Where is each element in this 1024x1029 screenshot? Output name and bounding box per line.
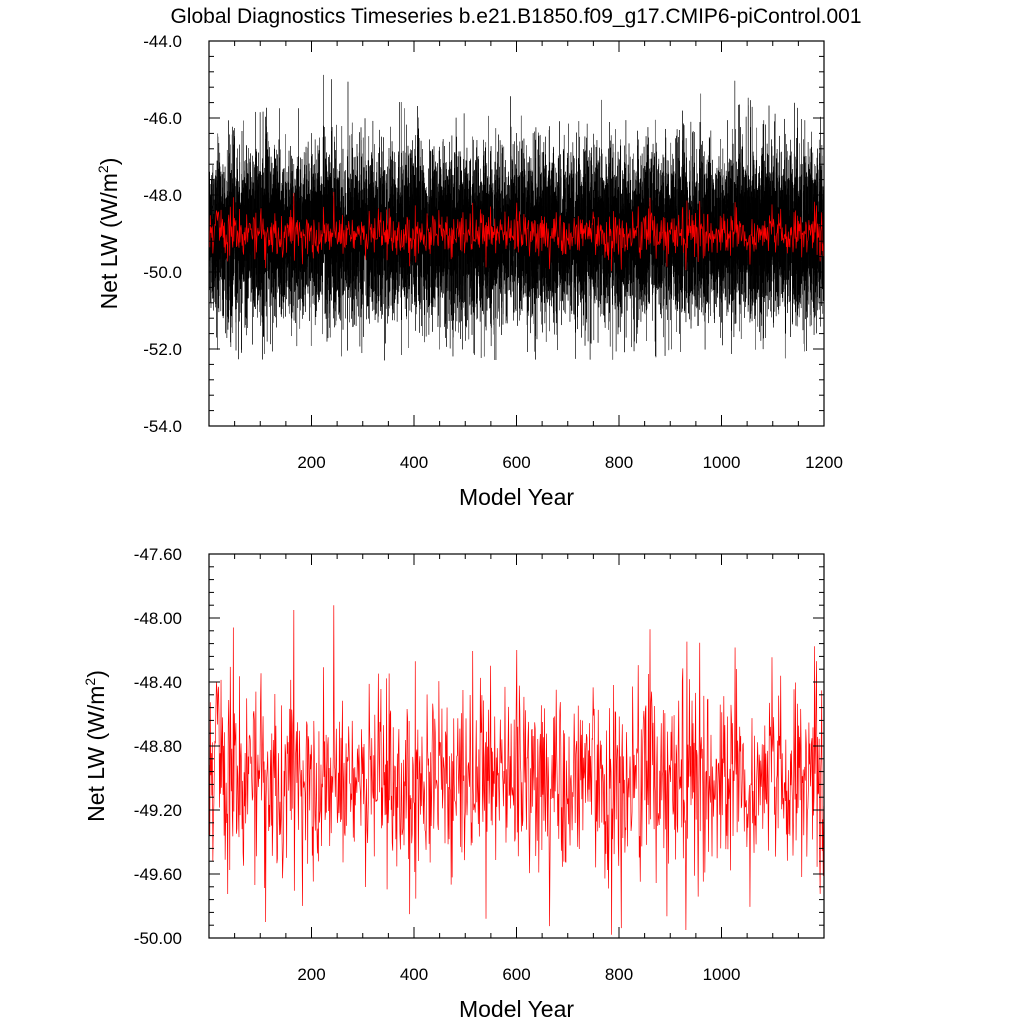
x-tick-label: 600: [502, 453, 530, 472]
y-tick-label: -50.00: [134, 929, 182, 948]
y-axis-label: Net LW (W/m2): [95, 158, 122, 310]
x-tick-label: 800: [605, 965, 633, 984]
x-tick-label: 1000: [703, 453, 741, 472]
y-tick-label: -46.0: [143, 109, 182, 128]
y-axis-label: Net LW (W/m2): [82, 670, 109, 822]
x-tick-label: 400: [400, 965, 428, 984]
x-tick-label: 200: [297, 965, 325, 984]
y-tick-label: -48.00: [134, 609, 182, 628]
x-tick-label: 600: [502, 965, 530, 984]
y-tick-label: -49.60: [134, 865, 182, 884]
series-line-monthly: [209, 74, 824, 361]
x-tick-label: 1200: [805, 453, 843, 472]
y-tick-label: -54.0: [143, 417, 182, 436]
y-tick-label: -49.20: [134, 801, 182, 820]
panel-top: 200 400 600 800 1000 1200 -54.0 -52.0 -50.0 -48.0…: [95, 32, 843, 510]
series-line-annual: [209, 191, 824, 272]
y-tick-label: -44.0: [143, 32, 182, 51]
y-tick-label: -50.0: [143, 263, 182, 282]
x-tick-label: 800: [605, 453, 633, 472]
x-tick-label: 1000: [703, 965, 741, 984]
y-tick-label: -47.60: [134, 545, 182, 564]
chart-title: Global Diagnostics Timeseries b.e21.B185…: [170, 5, 861, 28]
x-axis-label: Model Year: [459, 484, 574, 510]
y-tick-label: -48.0: [143, 186, 182, 205]
series-line-annual: [209, 605, 824, 935]
y-tick-label: -52.0: [143, 340, 182, 359]
x-tick-label: 400: [400, 453, 428, 472]
x-axis-label: Model Year: [459, 996, 574, 1022]
y-tick-label: -48.80: [134, 737, 182, 756]
x-tick-label: 200: [297, 453, 325, 472]
y-tick-label: -48.40: [134, 673, 182, 692]
panel-bottom: 200 400 600 800 1000 -50.00 -49.60 -49.20 -48.80…: [82, 545, 825, 1022]
